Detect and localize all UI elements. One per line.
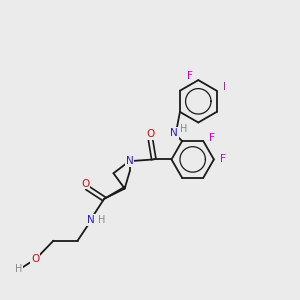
Text: F: F (220, 154, 226, 164)
Text: N: N (126, 156, 134, 166)
Text: F: F (208, 133, 214, 142)
Text: O: O (81, 178, 90, 189)
Text: O: O (31, 254, 39, 264)
Text: H: H (15, 264, 23, 274)
Text: N: N (87, 215, 95, 225)
Text: H: H (98, 215, 106, 225)
Text: H: H (180, 124, 187, 134)
Text: F: F (187, 71, 193, 81)
Text: I: I (224, 82, 226, 92)
Text: N: N (170, 128, 178, 138)
Text: O: O (146, 129, 154, 139)
